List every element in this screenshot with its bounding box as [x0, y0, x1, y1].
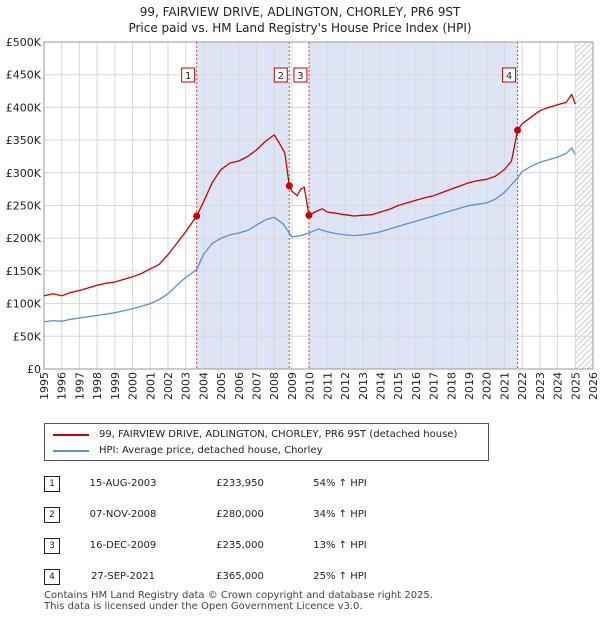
sale-label-box: [273, 67, 288, 83]
y-tick-label: £500K: [6, 36, 42, 49]
title-line-2: Price paid vs. HM Land Registry's House …: [128, 21, 472, 35]
y-tick-label: £350K: [6, 134, 42, 147]
x-tick-label: 2023: [534, 372, 547, 400]
x-tick-label: 2014: [374, 372, 387, 400]
x-tick-label: 2006: [233, 372, 246, 400]
price-chart: 1 2 3 4 £0 £50K £100K £150K £200K £250K £300K £350K…: [6, 36, 600, 400]
y-tick-label: £50K: [13, 330, 42, 343]
x-tick-label: 2000: [127, 372, 140, 400]
sale-price: £365,000: [216, 571, 264, 582]
attribution-line-1: Contains HM Land Registry data © Crown c…: [44, 590, 433, 601]
legend: 99, FAIRVIEW DRIVE, ADLINGTON, CHORLEY, …: [44, 423, 489, 461]
attribution: Contains HM Land Registry data © Crown c…: [44, 590, 433, 612]
plot-border: [43, 41, 594, 370]
sale-label-box: [181, 67, 196, 83]
sale-date: 15-AUG-2003: [89, 478, 157, 489]
y-tick-label: £300K: [6, 167, 42, 180]
sale-hpi-change: 54% ↑ HPI: [313, 478, 367, 489]
x-tick-label: 2001: [144, 372, 157, 400]
x-tick-label: 2022: [516, 372, 529, 400]
sale-label-number: 4: [506, 71, 512, 82]
sale-row: 4 27-SEP-2021 £365,000 25% ↑ HPI: [0, 569, 600, 587]
x-tick-label: 2015: [392, 372, 405, 400]
sale-price: £280,000: [216, 509, 264, 520]
sale-row: 3 16-DEC-2009 £235,000 13% ↑ HPI: [0, 538, 600, 556]
hpi-line: [43, 147, 576, 323]
x-tick-label: 1996: [56, 372, 69, 400]
sale-row: 2 07-NOV-2008 £280,000 34% ↑ HPI: [0, 507, 600, 525]
title-line-1: 99, FAIRVIEW DRIVE, ADLINGTON, CHORLEY, …: [139, 5, 461, 19]
x-tick-label: 2005: [215, 372, 228, 400]
y-tick-label: £0: [27, 363, 41, 376]
y-tick-label: £400K: [6, 101, 42, 114]
sale-price: £235,000: [216, 540, 264, 551]
x-tick-label: 1999: [109, 372, 122, 400]
legend-label-hpi: HPI: Average price, detached house, Chor…: [99, 445, 323, 456]
chart-title: 99, FAIRVIEW DRIVE, ADLINGTON, CHORLEY, …: [0, 4, 600, 36]
sale-label-box: [293, 67, 308, 83]
x-tick-label: 2007: [251, 372, 264, 400]
x-tick-label: 2026: [587, 372, 600, 400]
sale-label-number: 1: [185, 71, 191, 82]
x-tick-label: 2020: [481, 372, 494, 400]
sale-number: 1: [44, 476, 60, 492]
y-tick-label: £200K: [6, 232, 42, 245]
sale-number: 2: [44, 507, 60, 523]
sale-date: 07-NOV-2008: [89, 509, 157, 520]
sale-hpi-change: 13% ↑ HPI: [313, 540, 367, 551]
sale-row: 1 15-AUG-2003 £233,950 54% ↑ HPI: [0, 476, 600, 494]
x-tick-label: 2004: [197, 372, 210, 400]
x-tick-label: 2021: [498, 372, 511, 400]
sale-date: 27-SEP-2021: [91, 571, 155, 582]
y-tick-label: £450K: [6, 69, 42, 82]
sale-date: 16-DEC-2009: [89, 540, 157, 551]
sale-number: 3: [44, 538, 60, 554]
sale-label-number: 3: [297, 71, 303, 82]
x-tick-label: 2008: [268, 372, 281, 400]
sale-label-box: [502, 67, 517, 83]
x-tick-label: 2010: [304, 372, 317, 400]
sale-label-number: 2: [278, 71, 284, 82]
y-tick-label: £100K: [6, 298, 42, 311]
legend-swatch-hpi: [53, 450, 89, 452]
x-tick-label: 1998: [91, 372, 104, 400]
x-tick-label: 1995: [38, 372, 51, 400]
x-tick-label: 2019: [463, 372, 476, 400]
sale-hpi-change: 25% ↑ HPI: [313, 571, 367, 582]
attribution-line-2: This data is licensed under the Open Gov…: [44, 601, 363, 612]
sale-point: [514, 126, 522, 134]
x-tick-label: 2003: [180, 372, 193, 400]
sale-price: £233,950: [216, 478, 264, 489]
y-tick-label: £250K: [6, 200, 42, 213]
y-tick-label: £150K: [6, 265, 42, 278]
x-tick-label: 2012: [339, 372, 352, 400]
legend-swatch-property: [53, 434, 89, 436]
x-tick-label: 2024: [552, 372, 565, 400]
sale-number: 4: [44, 569, 60, 585]
x-tick-label: 2017: [428, 372, 441, 400]
x-tick-label: 2025: [569, 372, 582, 400]
x-tick-label: 2016: [410, 372, 423, 400]
x-tick-label: 1997: [73, 372, 86, 400]
legend-label-property: 99, FAIRVIEW DRIVE, ADLINGTON, CHORLEY, …: [99, 429, 458, 440]
x-tick-label: 2009: [286, 372, 299, 400]
sale-point: [285, 182, 293, 190]
sale-hpi-change: 34% ↑ HPI: [313, 509, 367, 520]
property-price-line: [43, 93, 576, 297]
x-tick-label: 2018: [445, 372, 458, 400]
sale-point: [305, 211, 313, 219]
x-tick-label: 2011: [321, 372, 334, 400]
x-tick-label: 2013: [357, 372, 370, 400]
sale-point: [193, 212, 201, 220]
x-tick-label: 2002: [162, 372, 175, 400]
